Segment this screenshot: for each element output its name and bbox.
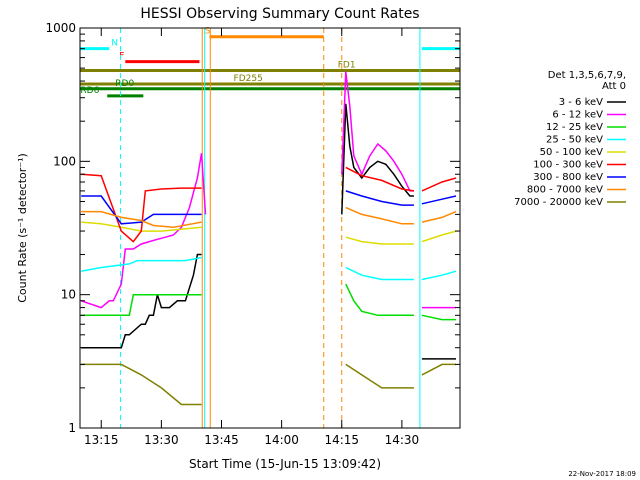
legend-label: 300 - 800 keV [533,172,603,183]
x-tick-label: 13:15 [84,433,119,447]
series-8-segment-0 [81,363,202,406]
x-axis-label: Start Time (15-Jun-15 13:09:42) [189,457,381,471]
series-2-segment-1 [345,283,414,317]
y-axis-label: Count Rate (s⁻¹ detector⁻¹) [16,153,29,303]
series-3-segment-2 [421,270,457,281]
series-layer [80,71,457,406]
series-0-segment-0 [81,253,202,349]
plot-frame [79,27,461,429]
series-7-segment-1 [345,206,414,225]
legend-label: 800 - 7000 keV [527,185,603,196]
state-label-s: S [205,27,211,37]
state-label-fd255: FD255 [234,74,263,84]
legend-label: 50 - 100 keV [540,147,604,158]
footer-timestamp: 22-Nov-2017 18:09 [568,470,636,478]
state-label-n: N [111,39,118,49]
series-2-segment-0 [81,293,202,317]
x-tick-label: 14:30 [385,433,420,447]
series-7-segment-2 [421,210,457,223]
axes-layer: 13:15 13:30 13:45 14:00 14:15 14:30 1 10 100 1000 [45,21,460,447]
state-label-fd1: FD1 [338,61,356,71]
series-3-segment-0 [81,256,202,272]
legend: Det 1,3,5,6,7,9,Att 0 3 - 6 keV 6 - 12 keV… [514,70,626,208]
chart-title: HESSI Observing Summary Count Rates [140,6,419,22]
series-1-segment-1 [341,71,414,192]
y-tick-label: 100 [53,154,76,168]
series-6-segment-0 [81,195,202,225]
legend-header-line: Det 1,3,5,6,7,9, [548,70,626,81]
series-3-segment-1 [345,266,414,281]
legend-label: 100 - 300 keV [533,160,603,171]
series-8-segment-2 [421,363,456,376]
x-tick-label: 14:00 [264,433,299,447]
legend-label: 3 - 6 keV [559,97,603,108]
x-tick-label: 13:45 [204,433,239,447]
y-tick-label: 10 [61,288,76,302]
state-label-rd0: RD0 [115,79,134,89]
series-8-segment-1 [345,363,414,389]
x-tick-label: 13:30 [144,433,179,447]
state-bars-layer: N S F FD1 FD255 RD0 RD6 [80,27,460,98]
legend-label: 7000 - 20000 keV [514,197,603,208]
x-tick-label: 14:15 [324,433,359,447]
state-label-rd6: RD6 [80,86,99,96]
state-label-f: F [119,52,124,62]
series-7-segment-0 [81,210,202,229]
series-5-segment-2 [421,177,457,192]
series-4-segment-1 [345,236,414,245]
series-4-segment-2 [421,230,457,243]
series-6-segment-2 [421,195,457,205]
series-2-segment-2 [421,314,456,321]
y-tick-label: 1 [68,421,76,435]
series-5-segment-0 [81,173,202,243]
legend-header-line: Att 0 [602,81,626,92]
series-0-segment-1 [341,103,414,215]
y-tick-label: 1000 [45,21,76,35]
legend-label: 12 - 25 keV [546,122,603,133]
legend-label: 6 - 12 keV [552,110,603,121]
series-6-segment-1 [345,190,414,206]
series-5-segment-1 [345,166,415,192]
legend-label: 25 - 50 keV [546,135,603,146]
series-1-segment-0 [80,153,207,309]
